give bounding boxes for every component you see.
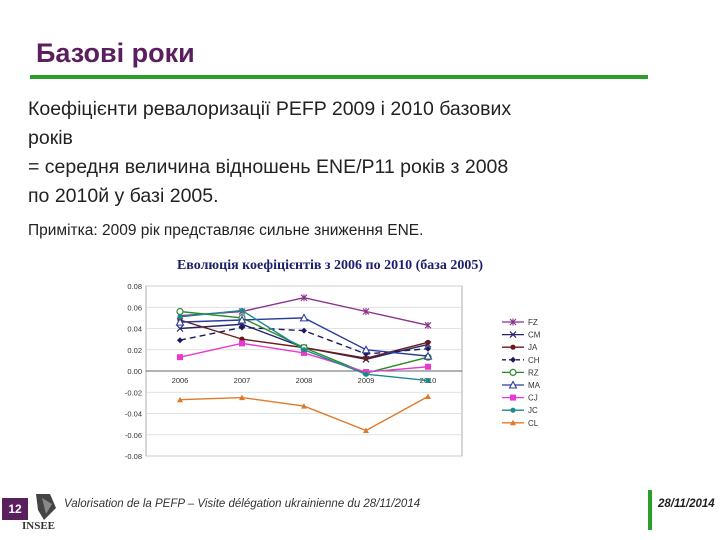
data-point-rz (509, 368, 517, 377)
footer-date: 28/11/2014 (658, 498, 715, 510)
title-underline (30, 75, 648, 79)
y-tick-label: 0.02 (127, 346, 142, 355)
body-line-3: = середня величина відношень ENE/P11 рок… (28, 156, 509, 178)
body-text: Коефіцієнти ревалоризації PEFP 2009 і 20… (28, 95, 668, 211)
legend-label-cj: CJ (528, 394, 538, 403)
x-tick-label: 2009 (358, 376, 375, 385)
data-point-ch (301, 327, 307, 334)
data-point-ch (177, 337, 183, 344)
x-tick-label: 2006 (172, 376, 189, 385)
chart-title: Еволюція коефіцієнтів з 2006 по 2010 (ба… (176, 258, 484, 273)
data-point-rz (176, 307, 184, 316)
body-line-1: Коефіцієнти ревалоризації PEFP 2009 і 20… (28, 98, 512, 120)
data-point-cj (239, 340, 245, 347)
data-point-fz (300, 294, 308, 302)
data-point-ch (239, 324, 245, 331)
data-point-cl (239, 394, 245, 401)
data-point-cj (425, 363, 431, 370)
y-tick-label: 0.06 (127, 303, 142, 312)
data-point-ja (425, 339, 431, 345)
data-point-fz (509, 318, 517, 326)
data-point-cl (425, 393, 431, 399)
data-point-jc (239, 307, 245, 314)
data-point-cl (301, 403, 307, 409)
data-point-fz (424, 321, 432, 329)
legend-label-cl: CL (528, 419, 539, 428)
data-point-jc (301, 347, 307, 353)
x-tick-label: 2008 (296, 376, 313, 385)
y-tick-label: -0.08 (125, 452, 142, 461)
data-point-ma (299, 313, 309, 322)
x-tick-label: 2007 (234, 376, 251, 385)
data-point-ch (425, 345, 431, 352)
data-point-jc (363, 371, 369, 377)
legend-label-fz: FZ (528, 318, 538, 327)
data-point-ma (237, 315, 247, 324)
data-point-ch (510, 356, 516, 363)
data-point-cl (510, 419, 516, 426)
y-tick-label: 0.04 (127, 325, 142, 334)
logo-text: INSEE (22, 520, 56, 532)
legend-label-ja: JA (528, 343, 538, 352)
y-tick-label: -0.04 (125, 410, 142, 419)
data-point-fz (362, 308, 370, 315)
data-point-cj (301, 349, 307, 356)
data-point-ja (510, 344, 516, 350)
data-point-ma (423, 351, 433, 360)
data-point-cl (363, 427, 369, 433)
line-chart: 0.08 0.06 0.04 0.02 0.00 -0.02 -0.04 -0.06 -0.08… (125, 282, 541, 461)
y-tick-label: -0.06 (125, 431, 142, 440)
data-point-jc (425, 377, 431, 384)
body-line-4: по 2010й у базі 2005. (28, 185, 219, 207)
legend-label-jc: JC (528, 406, 538, 415)
legend-label-ma: MA (528, 381, 541, 390)
legend-label-cm: CM (528, 331, 541, 340)
data-point-jc (510, 407, 516, 413)
data-point-cj (177, 354, 183, 361)
y-tick-label: -0.02 (125, 388, 142, 397)
data-point-cj (510, 394, 516, 401)
note-text: Примітка: 2009 рік представляє сильне зн… (28, 222, 424, 239)
insee-logo-icon (36, 494, 56, 520)
data-point-cm (176, 325, 184, 332)
y-tick-label: 0.08 (127, 282, 142, 291)
legend-label-rz: RZ (528, 368, 539, 377)
y-tick-label: 0.00 (127, 367, 142, 376)
data-point-ma (361, 345, 371, 354)
data-point-ja (363, 355, 369, 361)
data-point-cm (509, 331, 517, 339)
slide-title: Базові роки (36, 38, 195, 68)
footer-text: Valorisation de la PEFP – Visite délégat… (64, 498, 421, 510)
data-point-cl (177, 396, 183, 403)
data-point-ma (508, 380, 518, 389)
footer-divider (648, 490, 652, 530)
body-line-2: років (28, 127, 73, 149)
slide-number: 12 (2, 498, 28, 520)
data-point-jc (177, 314, 183, 320)
legend-label-ch: CH (528, 356, 540, 365)
data-point-ma (175, 317, 185, 326)
